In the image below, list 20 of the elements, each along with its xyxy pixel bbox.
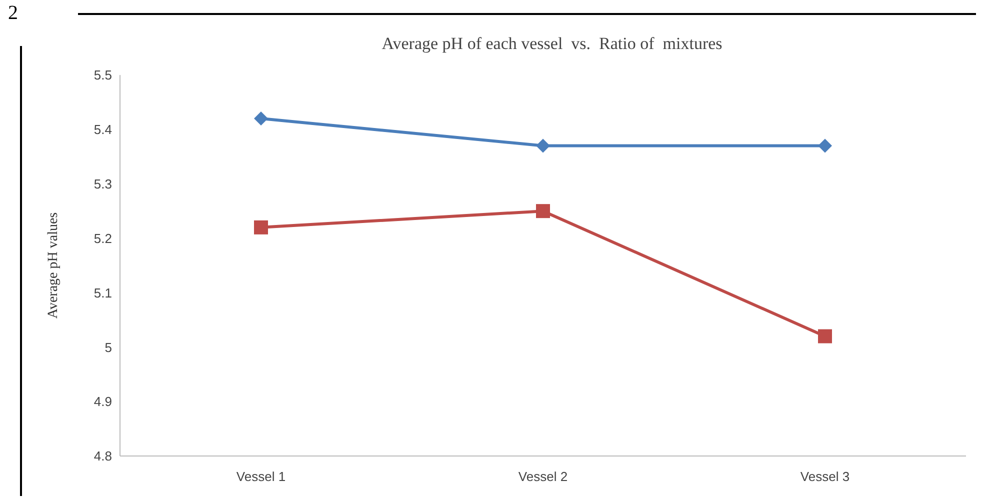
point	[254, 112, 268, 126]
x-tick-label: Vessel 3	[800, 469, 850, 484]
y-tick-label: 5.4	[94, 122, 112, 138]
point	[536, 204, 550, 218]
point	[254, 220, 268, 234]
point	[536, 138, 550, 153]
y-tick-label: 5.5	[94, 68, 112, 83]
y-tick-label: 5.1	[94, 285, 112, 300]
chart-title: Average pH of each vessel vs. Ratio of mixtures	[380, 34, 724, 54]
x-tick-label: Vessel 2	[518, 469, 568, 484]
y-tick-label: 4.9	[94, 394, 112, 410]
point	[818, 329, 832, 344]
x-tick-label: Vessel 1	[236, 469, 286, 484]
y-tick-label: 5	[104, 340, 112, 355]
y-tick-label: 5.3	[94, 176, 112, 192]
y-tick-label: 4.8	[94, 448, 112, 464]
y-tick-label: 5.2	[94, 230, 112, 246]
y-axis-title: Average pH values	[46, 212, 61, 319]
point	[818, 138, 832, 153]
text: 2	[8, 2, 18, 25]
